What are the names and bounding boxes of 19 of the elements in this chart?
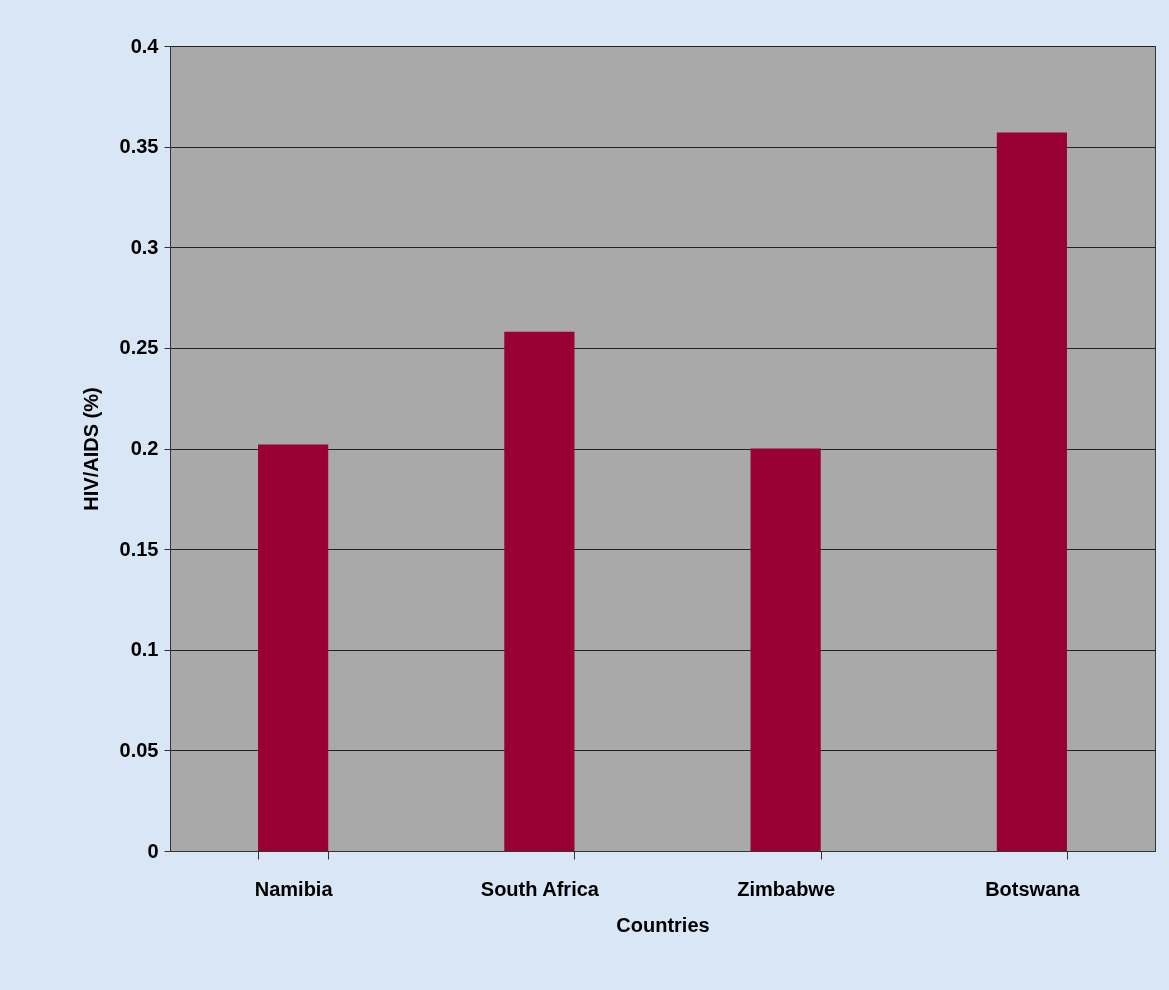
y-tick-label: 0.25 — [119, 336, 159, 359]
y-tick-label: 0 — [147, 839, 159, 862]
bar — [258, 444, 329, 851]
x-tick-label: Botswana — [985, 877, 1081, 900]
y-tick-label: 0.4 — [130, 34, 160, 57]
y-tick-label: 0.3 — [130, 235, 159, 258]
y-tick-label: 0.1 — [130, 638, 159, 661]
bar — [750, 448, 821, 851]
x-axis-title: Countries — [616, 913, 710, 936]
y-tick-label: 0.05 — [119, 738, 159, 761]
y-tick-label: 0.2 — [130, 437, 159, 459]
x-tick-label: Zimbabwe — [737, 877, 836, 900]
x-tick-label: Namibia — [254, 877, 334, 900]
bar — [504, 331, 575, 851]
y-tick-label: 0.35 — [119, 135, 159, 158]
y-axis-title: HIV/AIDS (%) — [79, 387, 102, 511]
bar — [996, 132, 1067, 851]
x-tick-label: South Africa — [480, 877, 600, 900]
y-tick-label: 0.15 — [119, 537, 159, 560]
